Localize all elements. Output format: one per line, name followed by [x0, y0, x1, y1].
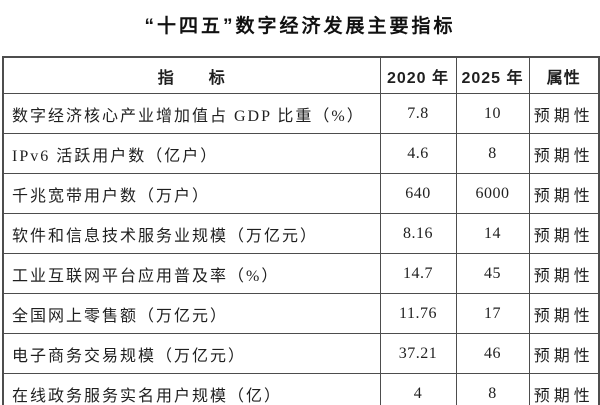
table-row: 软件和信息技术服务业规模（万亿元） 8.16 14 预期性 — [2, 213, 600, 254]
header-row: 指 标 2020 年 2025 年 属性 — [2, 56, 600, 94]
cell-2020: 7.8 — [379, 93, 457, 134]
table-row: 电子商务交易规模（万亿元） 37.21 46 预期性 — [2, 333, 600, 374]
cell-2025: 8 — [455, 373, 530, 405]
table-row: 工业互联网平台应用普及率（%） 14.7 45 预期性 — [2, 253, 600, 294]
cell-attr: 预期性 — [528, 373, 600, 405]
cell-2020: 14.7 — [379, 253, 457, 294]
cell-2025: 10 — [455, 93, 530, 134]
cell-2025: 6000 — [455, 173, 530, 214]
cell-2025: 8 — [455, 133, 530, 174]
cell-attr: 预期性 — [528, 253, 600, 294]
cell-attr: 预期性 — [528, 173, 600, 214]
cell-indicator: 软件和信息技术服务业规模（万亿元） — [2, 213, 381, 254]
cell-2020: 4 — [379, 373, 457, 405]
table-header: 指 标 2020 年 2025 年 属性 — [2, 56, 600, 94]
table-title: “十四五”数字经济发展主要指标 — [144, 16, 456, 37]
table-row: 数字经济核心产业增加值占 GDP 比重（%） 7.8 10 预期性 — [2, 93, 600, 134]
cell-2025: 17 — [455, 293, 530, 334]
cell-attr: 预期性 — [528, 333, 600, 374]
cell-2020: 8.16 — [379, 213, 457, 254]
indicators-table: 指 标 2020 年 2025 年 属性 数字经济核心产业增加值占 GDP 比重… — [2, 56, 600, 405]
table-row: 在线政务服务实名用户规模（亿） 4 8 预期性 — [2, 373, 600, 405]
cell-indicator: IPv6 活跃用户数（亿户） — [2, 133, 381, 174]
header-attr: 属性 — [528, 56, 600, 94]
cell-indicator: 数字经济核心产业增加值占 GDP 比重（%） — [2, 93, 381, 134]
table-row: IPv6 活跃用户数（亿户） 4.6 8 预期性 — [2, 133, 600, 174]
cell-2020: 11.76 — [379, 293, 457, 334]
cell-2020: 37.21 — [379, 333, 457, 374]
header-2025: 2025 年 — [455, 56, 530, 94]
cell-indicator: 全国网上零售额（万亿元） — [2, 293, 381, 334]
cell-2025: 14 — [455, 213, 530, 254]
cell-2020: 640 — [379, 173, 457, 214]
cell-indicator: 千兆宽带用户数（万户） — [2, 173, 381, 214]
cell-attr: 预期性 — [528, 93, 600, 134]
table-row: 全国网上零售额（万亿元） 11.76 17 预期性 — [2, 293, 600, 334]
cell-attr: 预期性 — [528, 213, 600, 254]
cell-attr: 预期性 — [528, 293, 600, 334]
cell-2025: 46 — [455, 333, 530, 374]
cell-attr: 预期性 — [528, 133, 600, 174]
cell-2020: 4.6 — [379, 133, 457, 174]
table-body: 数字经济核心产业增加值占 GDP 比重（%） 7.8 10 预期性 IPv6 活… — [2, 93, 600, 405]
cell-indicator: 在线政务服务实名用户规模（亿） — [2, 373, 381, 405]
cell-indicator: 电子商务交易规模（万亿元） — [2, 333, 381, 374]
table-row: 千兆宽带用户数（万户） 640 6000 预期性 — [2, 173, 600, 214]
cell-2025: 45 — [455, 253, 530, 294]
cell-indicator: 工业互联网平台应用普及率（%） — [2, 253, 381, 294]
header-2020: 2020 年 — [379, 56, 457, 94]
header-indicator: 指 标 — [2, 56, 381, 94]
